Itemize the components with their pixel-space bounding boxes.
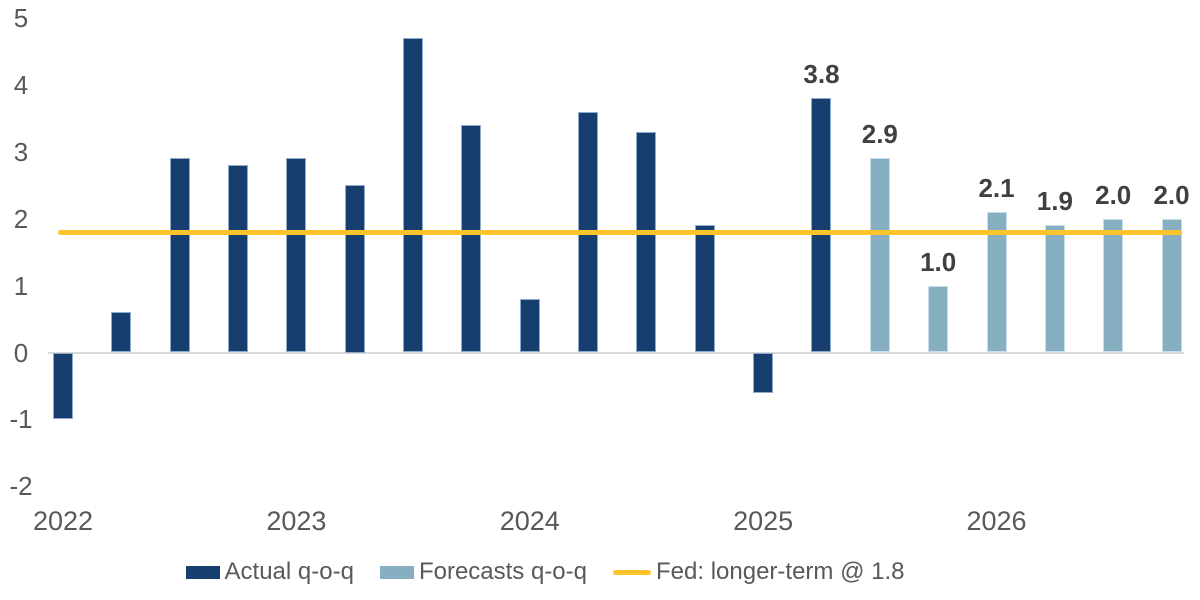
bar-2023-q4 xyxy=(461,125,482,353)
fed-reference-line xyxy=(58,229,1182,235)
legend-item-fed-line: Fed: longer-term @ 1.8 xyxy=(613,558,904,586)
x-tick-2025: 2025 xyxy=(733,506,794,536)
y-tick-4: 4 xyxy=(13,69,29,100)
bar-2025-q1 xyxy=(753,352,774,393)
bar-2024-q1 xyxy=(519,298,540,353)
legend-label-actual: Actual q-o-q xyxy=(224,558,354,585)
x-axis-line xyxy=(48,351,1184,354)
bar-value-label-2025-q2: 3.8 xyxy=(803,59,840,90)
bar-2024-q4 xyxy=(694,225,715,353)
bar-2026-q1 xyxy=(986,212,1007,353)
y-tick-2: 2 xyxy=(13,203,29,234)
x-tick-2023: 2023 xyxy=(266,506,327,536)
legend-label-fed: Fed: longer-term @ 1.8 xyxy=(656,558,905,585)
bar-2023-q2 xyxy=(344,185,365,353)
bar-2025-q2 xyxy=(811,98,832,353)
bar-value-label-2026-q1: 2.1 xyxy=(978,173,1015,203)
bar-value-label-2025-q4: 1.0 xyxy=(920,246,957,277)
legend-label-forecast: Forecasts q-o-q xyxy=(418,558,587,585)
x-tick-2026: 2026 xyxy=(966,506,1027,536)
forecast-series-swatch-icon xyxy=(379,565,414,579)
y-tick--2: -2 xyxy=(9,471,33,502)
bar-value-label-2026-q3: 2.0 xyxy=(1095,179,1132,210)
y-tick-5: 5 xyxy=(13,3,29,33)
bar-2025-q3 xyxy=(869,158,890,353)
bar-2022-q1 xyxy=(53,352,73,420)
bar-value-label-2026-q2: 1.9 xyxy=(1036,186,1073,217)
x-tick-2024: 2024 xyxy=(499,506,560,536)
bar-2022-q4 xyxy=(228,165,249,353)
y-tick-3: 3 xyxy=(13,136,29,167)
bar-2025-q4 xyxy=(928,285,949,353)
bar-2026-q2 xyxy=(1044,225,1065,353)
y-tick--1: -1 xyxy=(9,404,33,435)
legend-item-actual: Actual q-o-q xyxy=(185,558,354,586)
y-tick-1: 1 xyxy=(13,270,29,301)
bar-value-label-2026-q4: 2.0 xyxy=(1153,179,1190,210)
bar-2023-q1 xyxy=(286,158,307,353)
legend: Actual q-o-q Forecasts q-o-q Fed: longer… xyxy=(0,558,1145,586)
legend-item-forecast: Forecasts q-o-q xyxy=(379,558,587,586)
bar-2023-q3 xyxy=(403,38,424,353)
bar-2024-q3 xyxy=(636,131,657,353)
actual-series-swatch-icon xyxy=(185,565,220,579)
bar-2022-q2 xyxy=(111,312,132,353)
bar-2026-q3 xyxy=(1103,218,1124,353)
y-tick-0: 0 xyxy=(13,337,29,368)
x-tick-2022: 2022 xyxy=(32,506,94,536)
bar-value-label-2025-q3: 2.9 xyxy=(861,119,898,150)
bar-2022-q3 xyxy=(169,158,190,353)
bar-2026-q4 xyxy=(1161,218,1182,353)
fed-line-swatch-icon xyxy=(613,569,651,575)
